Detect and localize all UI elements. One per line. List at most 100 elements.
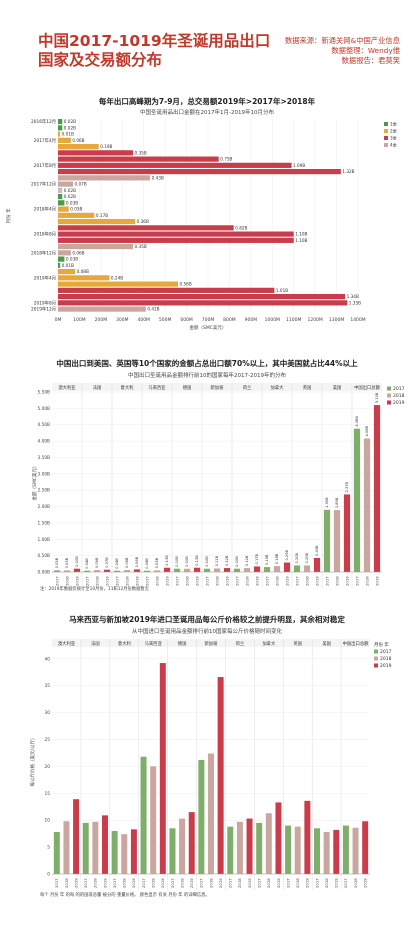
x-tick-label: 2018 <box>304 576 309 586</box>
y-tick-label: 5.00B <box>37 406 50 412</box>
y-tick-label: 3.00B <box>37 471 50 477</box>
bar <box>58 137 71 143</box>
page-header: 中国2017-1019年圣诞用品出口国家及交易额分布 数据来源：新通关网&中国产… <box>0 0 414 78</box>
y-tick-label: 2017年12月 <box>31 181 56 188</box>
bar <box>63 821 70 874</box>
bar <box>246 818 253 874</box>
bar-value-label: 0.11B <box>215 555 219 566</box>
bar-value-label: 0.02B <box>64 119 76 124</box>
bar <box>233 568 241 572</box>
bar <box>58 225 234 231</box>
legend-label: 2019 <box>380 663 392 669</box>
bar <box>58 294 346 300</box>
bar-value-label: 0.07B <box>75 182 87 187</box>
x-tick-label: 2018 <box>214 576 219 586</box>
x-tick-label: 2017 <box>170 878 175 888</box>
bar <box>58 256 65 262</box>
x-tick-label: 2017 <box>285 878 290 888</box>
bar <box>58 187 63 193</box>
bar <box>58 306 146 312</box>
bar-value-label: 0.05B <box>70 207 82 212</box>
bar-value-label: 1.35B <box>349 300 361 305</box>
legend-swatch <box>374 656 378 661</box>
bar-value-label: 0.35B <box>135 244 147 249</box>
bar <box>58 275 110 281</box>
bar <box>265 813 272 874</box>
bar-value-label: 0.20B <box>295 552 299 563</box>
bar-value-label: 0.20B <box>305 552 309 563</box>
bar-value-label: 0.56B <box>180 282 192 287</box>
y-tick-label: 20 <box>45 764 51 770</box>
x-tick-label: 2019 <box>374 576 379 586</box>
x-tick-label: 2019 <box>362 878 367 888</box>
x-tick-label: 900M <box>245 317 258 323</box>
bar <box>58 231 294 237</box>
x-tick-label: 2018 <box>64 878 69 888</box>
bar <box>343 494 351 572</box>
page-title: 中国2017-1019年圣诞用品出口国家及交易额分布 <box>38 32 271 69</box>
x-tick-label: 2017 <box>174 576 179 586</box>
bar-value-label: 0.18B <box>275 553 279 564</box>
bar-value-label: 0.01B <box>62 263 74 268</box>
x-tick-label: 2017 <box>114 576 119 586</box>
bar-value-label: 0.01B <box>62 132 74 137</box>
chart-subtitle: 中国出口圣诞用品金额排行前10的国家每年2017-2019年的分布 <box>128 371 286 379</box>
x-tick-label: 2017 <box>294 576 299 586</box>
x-tick-label: 2017 <box>54 576 59 586</box>
x-tick-label: 0M <box>55 317 62 323</box>
x-tick-label: 2018 <box>208 878 213 888</box>
bar-value-label: 1.01B <box>276 288 288 293</box>
bar <box>58 237 294 243</box>
bar <box>363 438 371 572</box>
bar-value-label: 0.41B <box>147 307 159 312</box>
x-tick-label: 2019 <box>104 576 109 586</box>
y-tick-label: 0 <box>47 872 50 878</box>
x-tick-label: 2017 <box>112 878 117 888</box>
y-tick-label: 2019年12月 <box>31 306 56 313</box>
data-source: 数据来源：新通关网&中国产业信息 <box>284 36 400 45</box>
x-tick-label: 2019 <box>74 576 79 586</box>
x-tick-label: 2017 <box>228 878 233 888</box>
y-tick-label: 3.50B <box>37 455 50 461</box>
x-tick-label: 2017 <box>54 878 59 888</box>
country-label: 英国 <box>303 384 312 391</box>
bar <box>133 569 141 572</box>
x-tick-label: 2018 <box>94 576 99 586</box>
bar <box>153 570 161 572</box>
bar-value-label: 5.10B <box>375 392 379 403</box>
legend-label: 1季 <box>390 121 398 128</box>
country-label: 马来西亚 <box>145 640 163 647</box>
legend-swatch <box>384 122 388 126</box>
x-tick-label: 2018 <box>266 878 271 888</box>
bar-value-label: 0.10B <box>75 556 79 567</box>
x-tick-label: 2017 <box>83 878 88 888</box>
country-header-band <box>52 639 370 647</box>
country-label: 意大利 <box>121 384 134 391</box>
x-tick-label: 1400M <box>350 317 365 323</box>
bar-value-label: 1.09B <box>293 163 305 168</box>
bar <box>143 570 151 572</box>
chart-note: 注：2019年数据仅统计至10月份，11和12月份数据暂无 <box>40 585 150 592</box>
country-label: 加拿大 <box>262 640 276 647</box>
x-tick-label: 2017 <box>84 576 89 586</box>
bar <box>140 756 147 874</box>
bar-value-label: 0.02B <box>64 188 76 193</box>
bar <box>58 156 219 162</box>
bar-value-label: 0.03B <box>66 200 78 205</box>
x-tick-label: 2018 <box>237 878 242 888</box>
bar <box>58 169 341 175</box>
country-label: 新加坡 <box>211 384 225 391</box>
bar-value-label: 0.29B <box>285 550 289 561</box>
bar-value-label: 2.37B <box>345 481 349 492</box>
bar-value-label: 0.12B <box>225 555 229 566</box>
bar-value-label: 0.03B <box>66 257 78 262</box>
legend-swatch <box>374 649 378 654</box>
country-header-band <box>52 383 382 391</box>
chart-title: 每年出口高峰期为7-9月，总交易额2019年>2017年>2018年 <box>99 96 316 106</box>
bar <box>58 206 69 212</box>
bar <box>313 557 321 572</box>
country-label: 法国 <box>93 384 102 391</box>
y-tick-label: 40 <box>45 656 51 662</box>
x-tick-label: 700M <box>202 317 215 323</box>
data-reporter: 数据报告：君莫笑 <box>341 56 400 65</box>
